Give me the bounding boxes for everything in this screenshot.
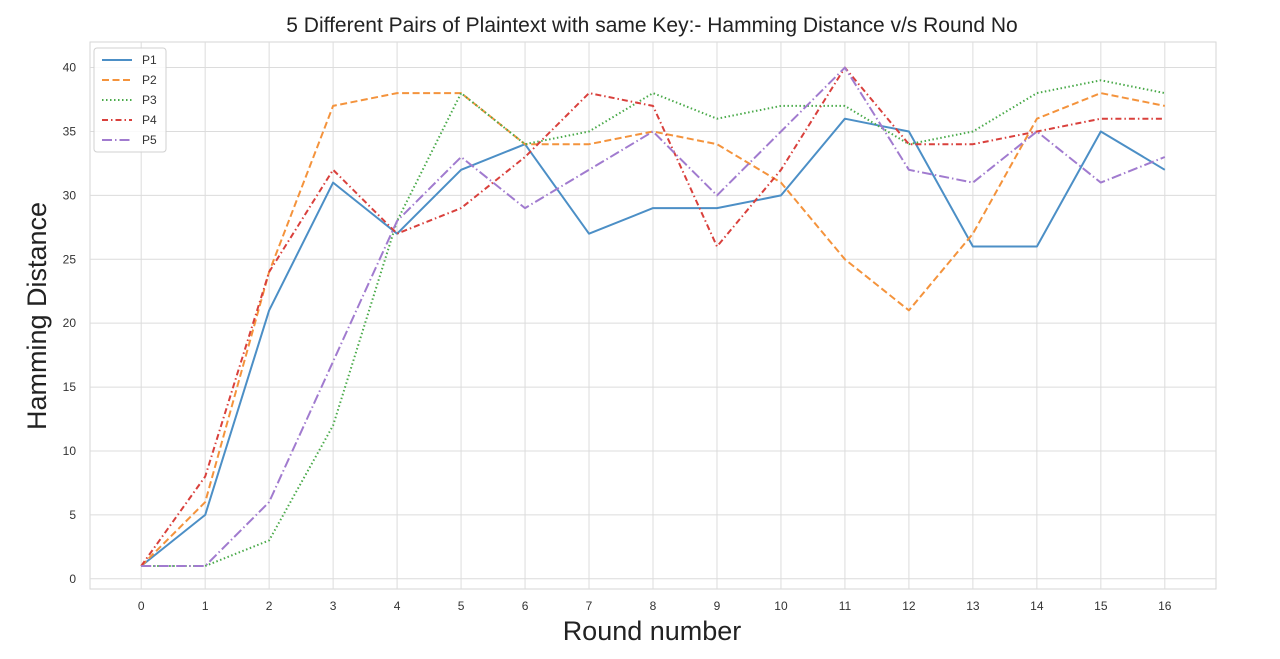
- x-tick-label: 9: [714, 599, 721, 613]
- legend-label-p1: P1: [142, 53, 157, 67]
- x-tick-label: 4: [394, 599, 401, 613]
- legend-label-p2: P2: [142, 73, 157, 87]
- y-tick-label: 30: [63, 188, 77, 202]
- y-tick-label: 10: [63, 444, 77, 458]
- x-tick-label: 5: [458, 599, 465, 613]
- grid-lines: [90, 42, 1216, 589]
- x-tick-label: 13: [966, 599, 980, 613]
- x-tick-label: 15: [1094, 599, 1108, 613]
- chart-title: 5 Different Pairs of Plaintext with same…: [286, 14, 1017, 37]
- x-tick-label: 8: [650, 599, 657, 613]
- series-line-p3: [141, 79, 1165, 567]
- y-tick-label: 20: [63, 316, 77, 330]
- x-tick-label: 7: [586, 599, 593, 613]
- series-line-p1: [140, 117, 1166, 567]
- x-tick-label: 3: [330, 599, 337, 613]
- x-tick-label: 0: [138, 599, 145, 613]
- x-tick-label: 14: [1030, 599, 1044, 613]
- x-tick-label: 12: [902, 599, 916, 613]
- legend-label-p4: P4: [142, 113, 157, 127]
- x-tick-label: 10: [774, 599, 788, 613]
- y-tick-label: 35: [63, 124, 77, 138]
- y-tick-label: 25: [63, 252, 77, 266]
- x-tick-labels: 0 1 2 3 4 5 6 7 8 9 10 11 12 13 14 15 16: [138, 599, 1172, 613]
- y-tick-label: 15: [63, 380, 77, 394]
- y-tick-labels: 0 5 10 15 20 25 30 35 40: [63, 61, 77, 586]
- series-lines: [140, 66, 1166, 567]
- x-tick-label: 2: [266, 599, 273, 613]
- legend-label-p3: P3: [142, 93, 157, 107]
- x-tick-label: 11: [839, 599, 852, 613]
- x-tick-label: 16: [1158, 599, 1172, 613]
- x-tick-label: 1: [202, 599, 209, 613]
- y-tick-label: 40: [63, 61, 77, 75]
- y-tick-label: 0: [69, 572, 76, 586]
- x-axis-label: Round number: [563, 616, 742, 646]
- series-line-p4: [140, 66, 1165, 567]
- legend: P1 P2 P3 P4 P5: [93, 47, 167, 153]
- x-tick-label: 6: [522, 599, 529, 613]
- series-line-p2: [140, 92, 1165, 567]
- y-tick-label: 5: [69, 508, 76, 522]
- series-line-p5: [141, 66, 1166, 567]
- y-axis-label: Hamming Distance: [22, 202, 52, 430]
- legend-label-p5: P5: [142, 133, 157, 147]
